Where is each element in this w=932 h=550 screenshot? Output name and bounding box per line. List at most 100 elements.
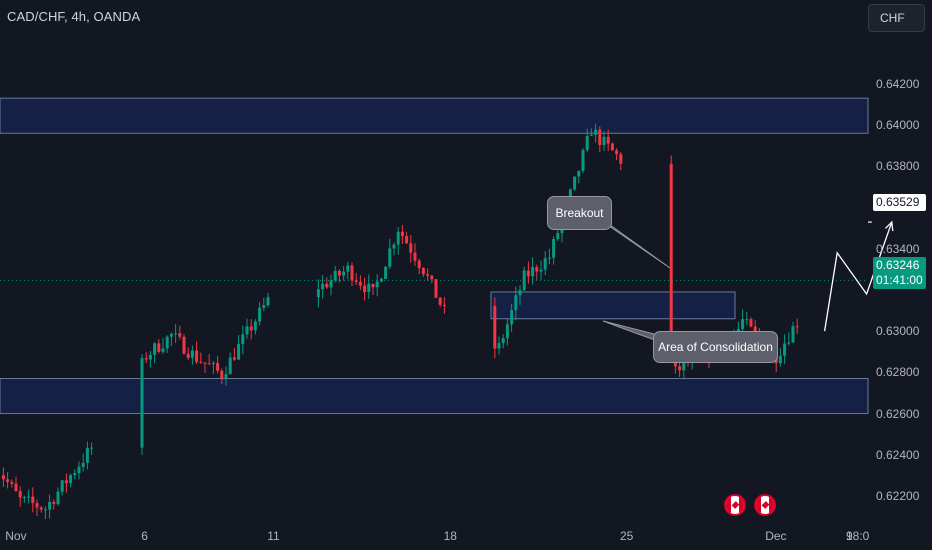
price-tick-label: 0.62400 (876, 447, 920, 462)
bullish-candle (778, 355, 782, 364)
bearish-candle (749, 319, 753, 327)
symbol-title: CAD/CHF, 4h, OANDA (7, 9, 141, 24)
bearish-candle (337, 270, 341, 276)
bullish-candle (547, 257, 551, 259)
canada-flag-icon[interactable] (754, 494, 776, 516)
bullish-candle (573, 176, 577, 190)
bullish-candle (585, 135, 589, 151)
bearish-candle (182, 336, 186, 354)
bearish-candle (400, 231, 404, 237)
bearish-candle (598, 129, 602, 145)
bearish-candle (18, 491, 22, 498)
bullish-candle (510, 310, 514, 325)
consolidation-callout[interactable]: Area of Consolidation (653, 331, 778, 363)
bullish-candle (379, 278, 383, 282)
bullish-candle (543, 258, 547, 270)
bearish-candle (350, 265, 354, 281)
bullish-candle (211, 362, 215, 365)
bullish-candle (329, 280, 333, 288)
bullish-candle (501, 338, 505, 344)
bullish-candle (514, 295, 518, 311)
bullish-candle (367, 283, 371, 293)
bullish-candle (552, 238, 556, 258)
time-tick-label: Nov (5, 529, 27, 543)
time-tick-label: 9 (846, 529, 853, 543)
price-tick-label: 0.64200 (876, 76, 920, 91)
breakout-pointer (605, 221, 671, 269)
bullish-candle (241, 334, 245, 345)
bearish-candle (442, 304, 446, 306)
bullish-candle (148, 354, 152, 360)
bearish-candle (438, 297, 442, 305)
bullish-candle (224, 374, 228, 379)
bearish-candle (354, 280, 358, 282)
bearish-candle (493, 305, 497, 349)
bullish-candle (531, 267, 535, 277)
resistance-zone (0, 97, 869, 134)
bearish-candle (421, 268, 425, 275)
bullish-candle (522, 270, 526, 291)
bearish-candle (606, 136, 610, 144)
bullish-candle (77, 466, 81, 474)
bullish-candle (81, 462, 85, 467)
bullish-candle (60, 480, 64, 492)
bullish-candle (375, 281, 379, 288)
bullish-candle (237, 344, 241, 360)
bullish-candle (258, 307, 262, 322)
bullish-candle (90, 447, 94, 449)
price-tick-label: 0.62800 (876, 365, 920, 380)
bearish-candle (526, 270, 530, 277)
bearish-candle (669, 163, 673, 350)
bullish-candle (602, 136, 606, 145)
bullish-candle (22, 496, 26, 498)
time-tick-label: 25 (620, 529, 634, 543)
bullish-candle (581, 150, 585, 171)
canada-flag-icon[interactable] (724, 494, 746, 516)
bullish-candle (342, 271, 346, 276)
last-price-badge: 0.63246 01:41:00 (873, 257, 926, 289)
bearish-candle (157, 343, 161, 352)
currency-button[interactable]: CHF (868, 4, 925, 32)
countdown-timer: 01:41:00 (876, 273, 923, 287)
bearish-candle (678, 366, 682, 371)
bearish-candle (358, 281, 362, 286)
bullish-candle (85, 448, 89, 463)
bearish-candle (207, 363, 211, 365)
bearish-candle (39, 507, 43, 510)
bearish-candle (535, 267, 539, 272)
time-tick-label: 11 (267, 529, 280, 543)
bullish-candle (43, 509, 47, 511)
bearish-candle (409, 243, 413, 253)
bearish-candle (371, 283, 375, 288)
bearish-candle (144, 358, 148, 360)
bullish-candle (505, 324, 509, 339)
bearish-candle (195, 350, 199, 362)
bearish-candle (619, 154, 623, 164)
bearish-candle (413, 252, 417, 261)
bearish-candle (615, 150, 619, 155)
bullish-candle (497, 343, 501, 349)
price-tick-label: 0.62200 (876, 489, 920, 503)
bullish-candle (161, 348, 165, 352)
bullish-candle (589, 134, 593, 136)
last-price-value: 0.63246 (876, 258, 920, 272)
bearish-candle (52, 502, 56, 504)
bearish-candle (199, 361, 203, 363)
bullish-candle (190, 350, 194, 358)
consolidation-pointer (602, 320, 662, 344)
bearish-candle (14, 483, 18, 492)
consolidation-zone (490, 291, 736, 320)
bearish-candle (186, 353, 190, 358)
bullish-candle (174, 333, 178, 335)
bullish-candle (27, 496, 31, 498)
bearish-candle (417, 260, 421, 269)
breakout-callout[interactable]: Breakout (547, 196, 612, 230)
bullish-candle (682, 360, 686, 371)
bullish-candle (333, 270, 337, 281)
time-tick-label: 18 (443, 529, 457, 543)
price-tick-label: 0.63400 (876, 241, 920, 256)
bearish-candle (795, 326, 799, 328)
bearish-candle (6, 479, 10, 482)
